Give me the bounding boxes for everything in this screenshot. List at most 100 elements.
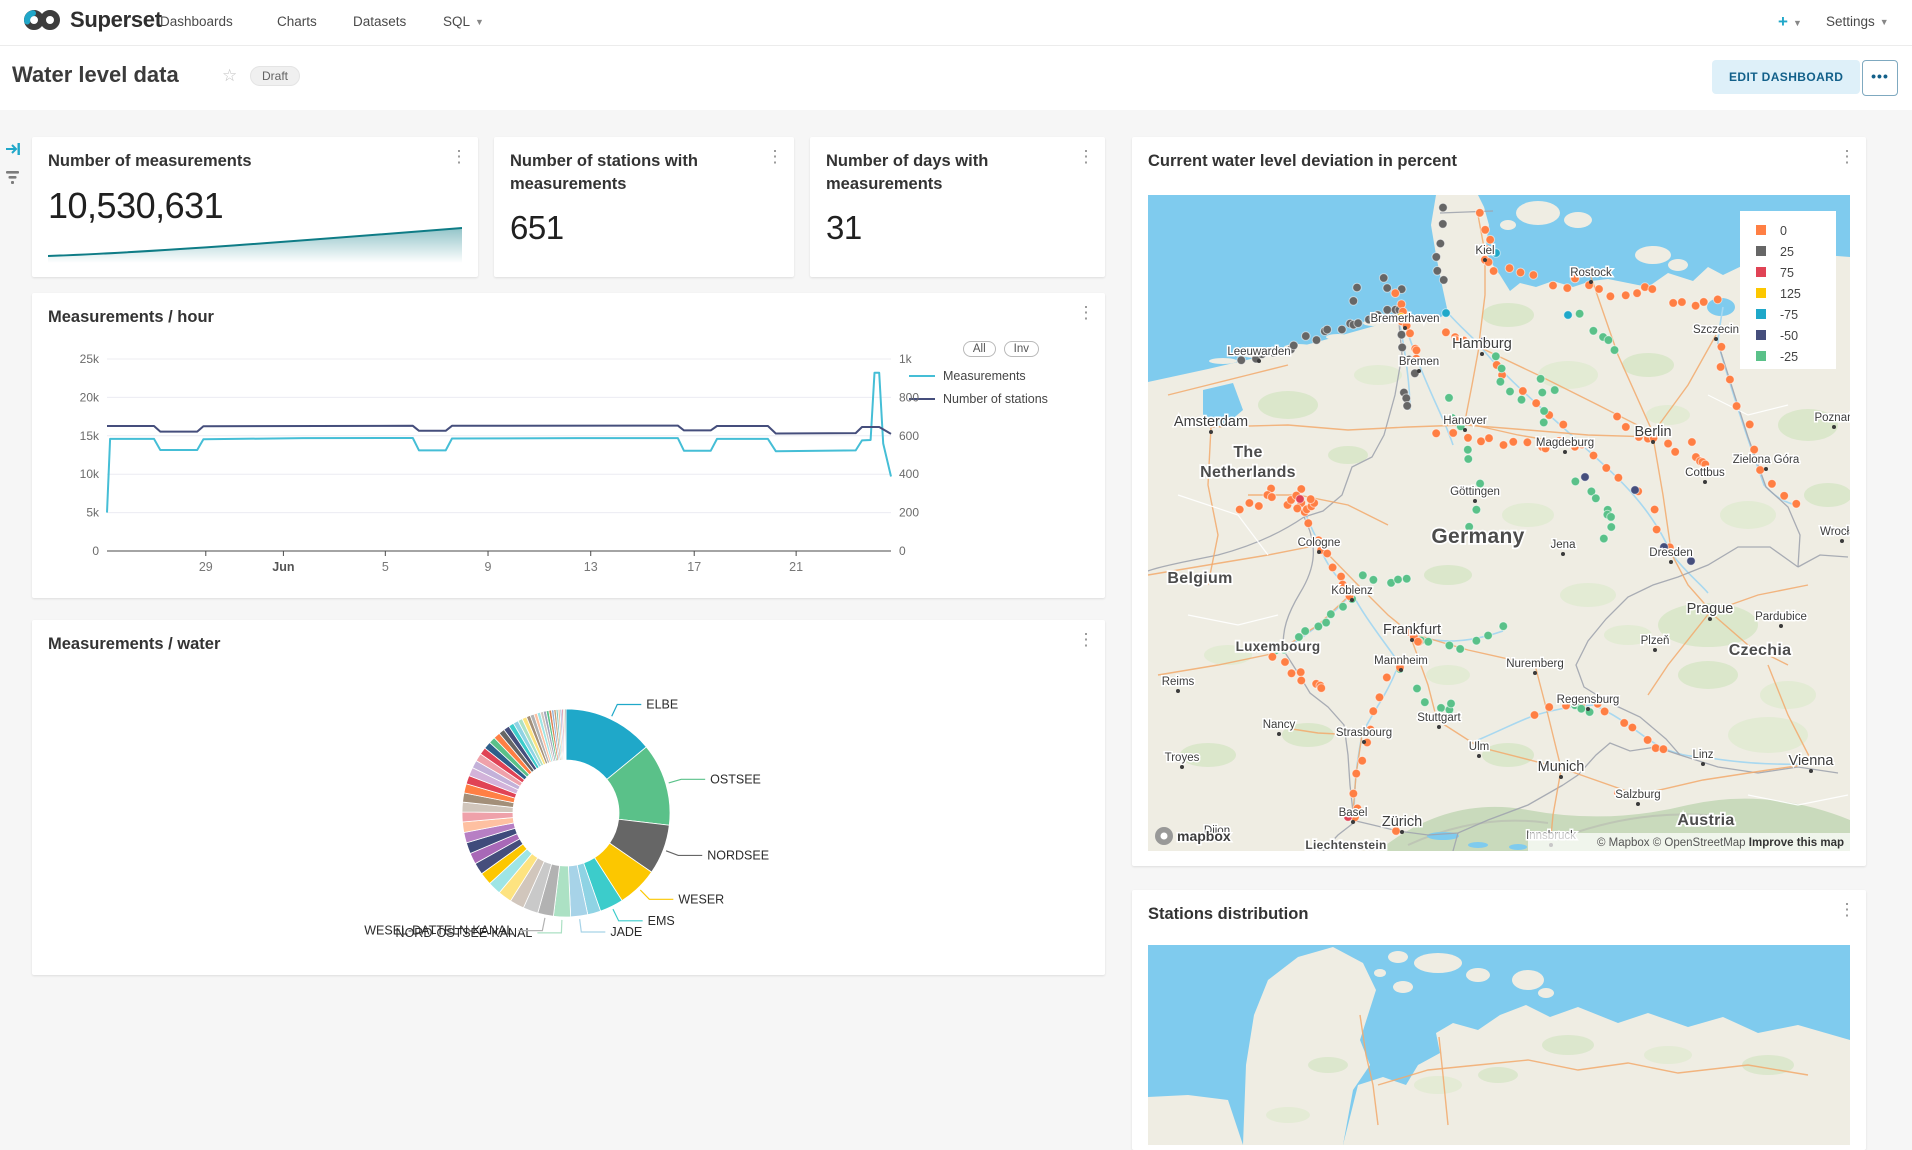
svg-text:Bremen: Bremen [1399,356,1439,368]
svg-text:mapbox: mapbox [1177,828,1231,844]
svg-text:600: 600 [899,429,919,443]
card-title: Number of days with measurements [826,150,1051,196]
svg-text:-50: -50 [1780,329,1798,343]
svg-text:Vienna: Vienna [1789,753,1835,769]
map-legend: 02575125-75-50-25 [1740,211,1836,369]
svg-text:Kiel: Kiel [1475,245,1494,257]
svg-text:Berlin: Berlin [1634,424,1671,440]
chart-title: Current water level deviation in percent [1148,150,1457,173]
mapbox-logo: mapbox [1155,827,1231,845]
edit-dashboard-button[interactable]: EDIT DASHBOARD [1712,60,1860,94]
svg-text:0: 0 [92,544,99,558]
svg-text:ELBE: ELBE [646,698,678,712]
svg-text:Poznań: Poznań [1814,412,1850,424]
kebab-menu-icon[interactable]: ⋮ [1077,147,1095,167]
card-number-of-stations: Number of stations with measurements ⋮ 6… [494,137,794,277]
new-item-button[interactable]: +▼ [1778,12,1802,32]
card-water-level-deviation-map: Current water level deviation in percent… [1132,137,1866,866]
svg-text:Nancy: Nancy [1263,719,1296,731]
favorite-star-icon[interactable]: ☆ [222,66,237,86]
top-navbar: Superset Dashboards Charts Datasets SQL▼… [0,0,1912,46]
svg-text:Netherlands: Netherlands [1200,464,1296,481]
svg-text:WESER: WESER [678,892,724,906]
nav-sql[interactable]: SQL▼ [443,14,484,29]
nav-dashboards[interactable]: Dashboards [160,14,233,29]
svg-text:WESEL-DATTELN-KANAL: WESEL-DATTELN-KANAL [364,924,513,938]
svg-text:Mannheim: Mannheim [1374,655,1428,667]
kebab-menu-icon[interactable]: ⋮ [450,147,468,167]
donut-chart[interactable]: ELBEOSTSEENORDSEEWESEREMSJADENORD-OSTSEE… [32,620,1105,975]
svg-text:Reims: Reims [1162,676,1195,688]
big-number-value: 651 [510,209,564,247]
kebab-menu-icon[interactable]: ⋮ [1838,900,1856,920]
svg-text:Jun: Jun [272,560,294,574]
svg-text:-25: -25 [1780,350,1798,364]
svg-text:Austria: Austria [1677,812,1734,829]
svg-text:Germany: Germany [1431,525,1524,548]
svg-text:JADE: JADE [610,925,642,939]
svg-text:13: 13 [584,560,598,574]
svg-text:125: 125 [1780,287,1801,301]
svg-text:Koblenz: Koblenz [1331,585,1373,597]
svg-text:Wrocław: Wrocław [1820,526,1850,538]
chevron-down-icon: ▼ [475,17,484,27]
svg-text:Leeuwarden: Leeuwarden [1227,346,1290,358]
svg-text:The: The [1233,444,1262,461]
deviation-map[interactable]: LeeuwardenAmsterdamBremerhavenHamburgKie… [1148,195,1850,851]
svg-text:Hanover: Hanover [1443,415,1487,427]
svg-text:15k: 15k [80,429,100,443]
svg-text:25k: 25k [80,352,100,366]
line-chart[interactable]: 25k20k15k10k5k01k800600400200029Jun59131… [32,293,1105,598]
card-title: Number of measurements [48,150,408,173]
big-number-value: 31 [826,209,862,247]
svg-text:0: 0 [1780,224,1787,238]
svg-text:Ulm: Ulm [1469,741,1489,753]
svg-text:Bremerhaven: Bremerhaven [1370,313,1439,325]
chevron-down-icon: ▼ [1880,17,1889,27]
page-title: Water level data [12,62,179,88]
svg-text:Pardubice: Pardubice [1755,611,1807,623]
svg-text:Strasbourg: Strasbourg [1336,727,1392,739]
settings-menu[interactable]: Settings▼ [1826,14,1889,29]
svg-text:Dresden: Dresden [1649,547,1692,559]
svg-text:Jena: Jena [1551,539,1577,551]
svg-text:5k: 5k [86,506,100,520]
svg-text:Salzburg: Salzburg [1615,789,1660,801]
svg-text:Regensburg: Regensburg [1557,694,1620,706]
svg-text:Plzeň: Plzeň [1641,635,1670,647]
nav-datasets[interactable]: Datasets [353,14,406,29]
svg-text:Cottbus: Cottbus [1685,467,1725,479]
nav-charts[interactable]: Charts [277,14,317,29]
card-measurements-per-hour: Measurements / hour ⋮ All Inv Measuremen… [32,293,1105,598]
kebab-menu-icon[interactable]: ⋮ [1838,147,1856,167]
svg-text:EMS: EMS [648,914,675,928]
card-measurements-per-water: Measurements / water ⋮ ELBEOSTSEENORDSEE… [32,620,1105,975]
svg-text:© Mapbox © OpenStreetMap Impro: © Mapbox © OpenStreetMap Improve this ma… [1597,837,1844,849]
card-number-of-days: Number of days with measurements ⋮ 31 [810,137,1105,277]
filter-icon[interactable] [4,168,22,191]
svg-text:400: 400 [899,467,919,481]
trend-sparkline [48,221,462,263]
svg-text:800: 800 [899,390,919,404]
chevron-down-icon: ▼ [1793,18,1802,28]
card-number-of-measurements: Number of measurements ⋮ 10,530,631 [32,137,478,277]
svg-text:9: 9 [485,560,492,574]
more-actions-button[interactable]: ••• [1862,60,1898,96]
superset-brand[interactable]: Superset [22,7,162,33]
svg-text:200: 200 [899,506,919,520]
svg-text:Belgium: Belgium [1167,570,1232,587]
svg-text:Göttingen: Göttingen [1450,486,1500,498]
svg-text:-75: -75 [1780,308,1798,322]
svg-text:OSTSEE: OSTSEE [710,772,761,786]
svg-text:Frankfurt: Frankfurt [1383,622,1441,638]
svg-text:25: 25 [1780,245,1794,259]
svg-text:Linz: Linz [1692,749,1713,761]
kebab-menu-icon[interactable]: ⋮ [766,147,784,167]
svg-text:21: 21 [789,560,803,574]
svg-text:NORDSEE: NORDSEE [707,848,769,862]
svg-text:Troyes: Troyes [1165,752,1200,764]
svg-text:Hamburg: Hamburg [1452,336,1512,352]
svg-text:Munich: Munich [1538,759,1585,775]
stations-map[interactable] [1148,945,1850,1145]
expand-filter-bar-icon[interactable] [4,140,22,163]
